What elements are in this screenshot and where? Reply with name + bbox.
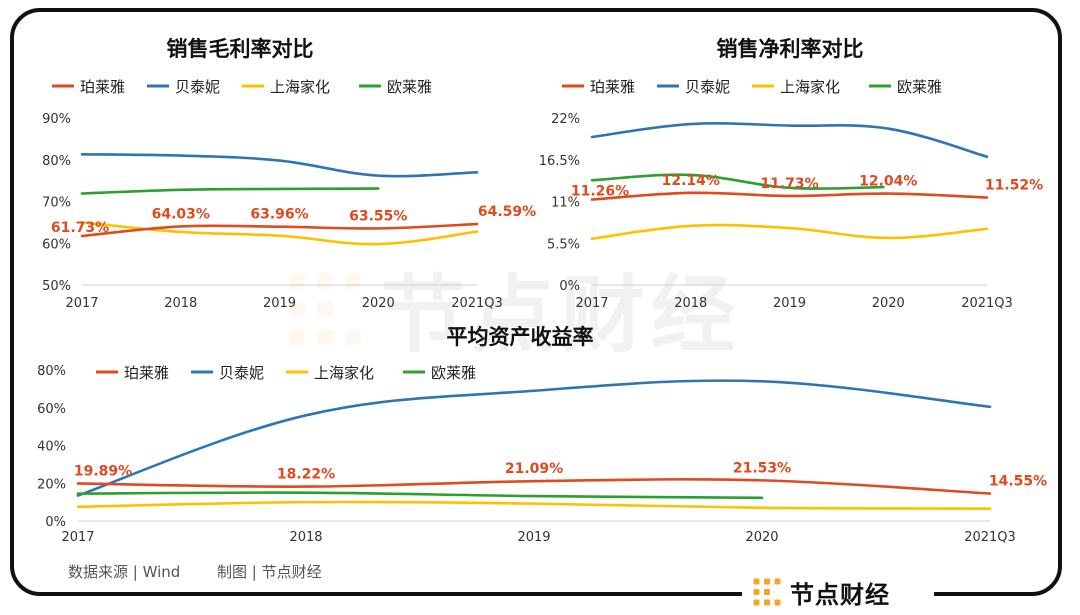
roa-data-label: 21.53% [733,460,791,476]
gross-x-tick: 2021Q3 [451,296,503,311]
gross-data-label: 64.03% [152,206,210,222]
net-series-上海家化 [590,223,989,240]
net-legend-label: 贝泰妮 [685,78,730,96]
gross-y-tick: 60% [42,237,71,252]
gross-data-label: 61.73% [51,220,109,236]
roa-x-tick: 2019 [517,530,550,545]
footer-made-by: 制图 | 节点财经 [217,563,322,581]
gross-data-label: 63.55% [349,208,407,224]
net-data-label: 11.73% [760,176,818,192]
roa-data-label: 21.09% [505,461,563,477]
roa-title: 平均资产收益率 [447,325,594,349]
gross-series-珀莱雅 [80,222,479,238]
roa-series-贝泰妮 [76,379,992,497]
chart-frame [10,8,1062,596]
gross-legend-label: 欧莱雅 [387,78,432,96]
gross-y-tick: 80% [42,154,71,169]
roa-legend-label: 欧莱雅 [431,364,476,382]
gross-data-label: 63.96% [250,207,308,223]
gross-series-贝泰妮 [80,153,479,178]
gross-y-tick: 50% [42,279,71,294]
roa-legend-label: 贝泰妮 [219,364,264,382]
net-series-欧莱雅 [590,173,885,190]
net-data-label: 12.14% [662,173,720,189]
roa-x-tick: 2018 [289,530,322,545]
gross-y-tick: 90% [42,112,71,127]
roa-data-label: 19.89% [74,463,132,479]
net-x-tick: 2017 [575,296,608,311]
roa-x-tick: 2021Q3 [964,530,1016,545]
footer-source: 数据来源 | Wind [68,563,181,581]
net-y-tick: 16.5% [539,154,580,169]
roa-data-label: 14.55% [989,474,1047,490]
net-legend-label: 欧莱雅 [897,78,942,96]
roa-y-tick: 40% [37,440,66,455]
net-series-珀莱雅 [590,191,989,201]
brand-name: 节点财经 [790,580,890,609]
gross-data-label: 64.59% [478,204,536,220]
watermark: 节点财经 [285,248,741,369]
gross-x-tick: 2018 [164,296,197,311]
gross-legend-label: 珀莱雅 [80,78,125,96]
roa-y-tick: 20% [37,477,66,492]
net-data-label: 11.52% [985,178,1043,194]
brand-badge: 节点财经 [742,572,934,612]
roa-y-tick: 80% [37,364,66,379]
net-y-tick: 0% [559,279,580,294]
net-y-tick: 11% [551,196,580,211]
gross-x-tick: 2019 [263,296,296,311]
net-data-label: 11.26% [571,184,629,200]
roa-x-tick: 2020 [745,530,778,545]
net-legend-label: 珀莱雅 [590,78,635,96]
roa-series-欧莱雅 [76,491,764,500]
roa-legend-label: 珀莱雅 [124,364,169,382]
gross-legend-label: 上海家化 [270,78,330,96]
gross-x-tick: 2017 [65,296,98,311]
watermark-text: 节点财经 [381,266,742,364]
net-y-tick: 5.5% [547,237,580,252]
roa-y-tick: 0% [45,515,66,530]
roa-series-上海家化 [76,500,992,511]
gross-series-欧莱雅 [80,187,380,195]
net-x-tick: 2020 [872,296,905,311]
roa-legend-label: 上海家化 [314,364,374,382]
gross-title: 销售毛利率对比 [167,37,314,61]
watermark-logo-icon [289,272,361,345]
net-x-tick: 2018 [674,296,707,311]
roa-y-tick: 60% [37,402,66,417]
gross-y-tick: 70% [42,196,71,211]
net-title: 销售净利率对比 [717,37,864,61]
node-logo-icon [753,578,781,606]
net-x-tick: 2021Q3 [961,296,1013,311]
gross-legend-label: 贝泰妮 [175,78,220,96]
net-series-贝泰妮 [590,122,989,159]
net-y-tick: 22% [551,112,580,127]
net-legend-label: 上海家化 [780,78,840,96]
gross-x-tick: 2020 [362,296,395,311]
net-x-tick: 2019 [773,296,806,311]
net-data-label: 12.04% [859,174,917,190]
roa-data-label: 18.22% [277,467,335,483]
roa-series-珀莱雅 [76,478,992,495]
roa-x-tick: 2017 [61,530,94,545]
